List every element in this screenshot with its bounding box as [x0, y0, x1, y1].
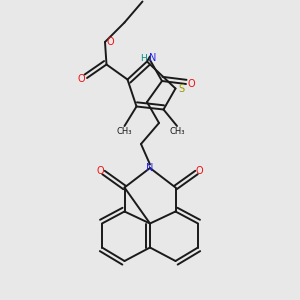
Text: O: O — [97, 166, 104, 176]
Text: O: O — [78, 74, 86, 85]
Text: H: H — [140, 54, 147, 63]
Text: O: O — [106, 37, 114, 47]
Text: CH₃: CH₃ — [117, 127, 132, 136]
Text: S: S — [178, 83, 184, 94]
Text: N: N — [146, 163, 154, 173]
Text: CH₃: CH₃ — [169, 127, 185, 136]
Text: O: O — [196, 166, 203, 176]
Text: N: N — [149, 53, 157, 64]
Text: O: O — [188, 79, 195, 89]
